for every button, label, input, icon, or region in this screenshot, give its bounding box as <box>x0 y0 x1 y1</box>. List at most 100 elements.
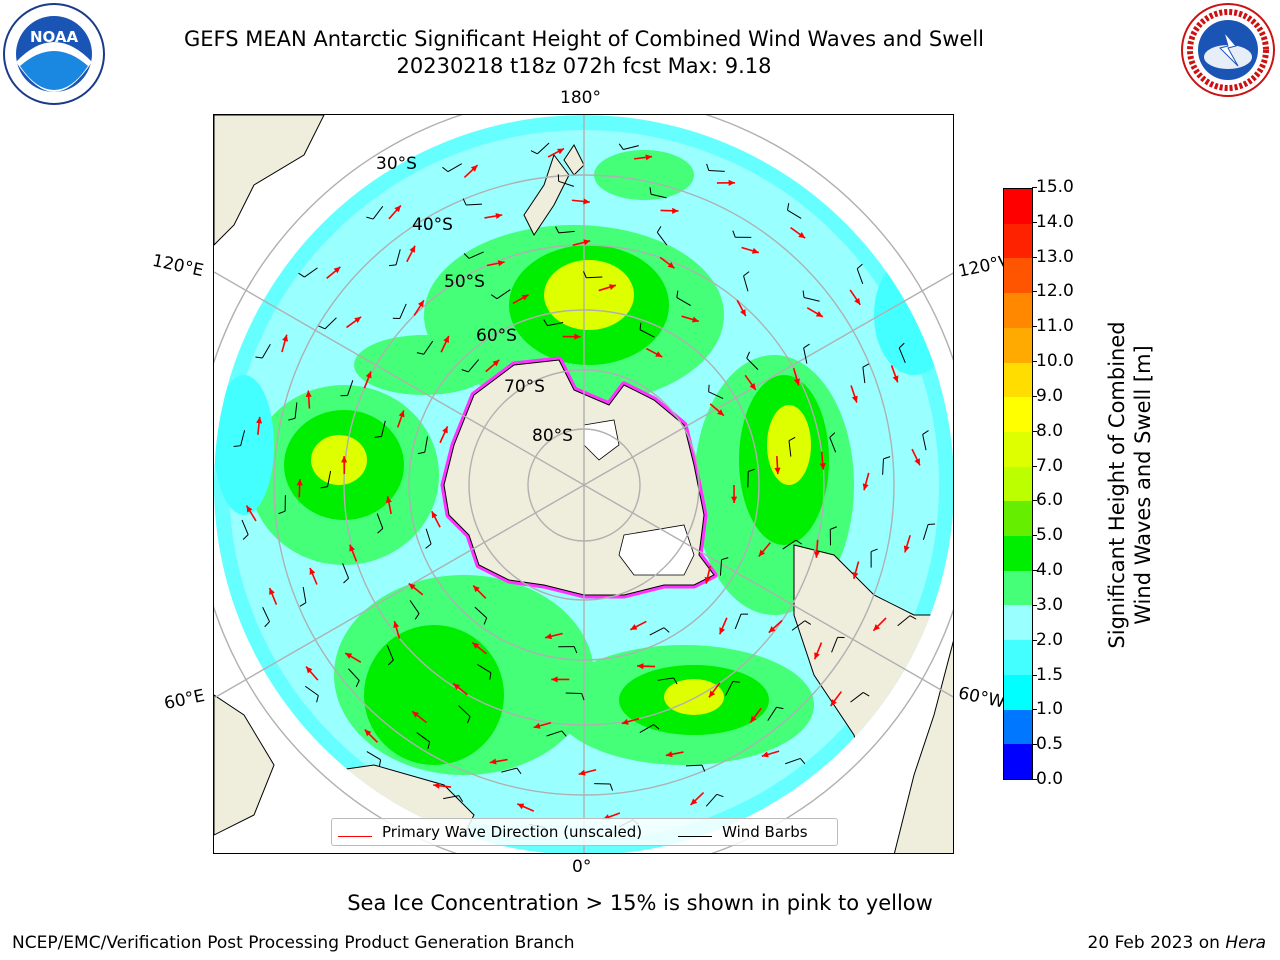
wave-arrow-head <box>873 624 880 631</box>
wind-barb <box>466 203 483 206</box>
wind-barb <box>922 434 927 451</box>
wave-arrow-head <box>717 409 724 416</box>
wind-barb-flag <box>458 795 464 802</box>
wind-barb-flag <box>856 263 863 270</box>
wave-arrow-head <box>345 653 353 659</box>
wind-barb-flag <box>870 548 878 553</box>
wind-barb-flag <box>609 783 614 791</box>
wind-barb <box>862 367 866 384</box>
wave-arrow-head <box>704 576 711 584</box>
wave-arrow-head <box>719 627 725 635</box>
wind-barb <box>467 359 480 373</box>
wave-height-field <box>214 115 953 853</box>
noaa-logo-text: NOAA <box>30 28 79 46</box>
wind-barb <box>685 764 702 767</box>
wave-arrow-head <box>365 371 372 379</box>
wave-arrow-head <box>751 247 759 254</box>
wind-barb <box>719 559 723 576</box>
wind-barb <box>650 193 667 199</box>
wind-barb <box>565 692 582 695</box>
wind-barb <box>409 600 420 614</box>
colorbar-label-line2: Wind Waves and Swell [m] <box>1131 345 1155 625</box>
colorbar-segment <box>1004 570 1032 606</box>
wind-barb <box>395 249 401 265</box>
colorbar-tick-label: 11.0 <box>1032 316 1074 337</box>
wind-barb <box>366 751 381 761</box>
wind-barb <box>496 289 511 300</box>
wave-arrow-head <box>691 316 699 323</box>
wind-barb-flag <box>489 672 492 680</box>
wind-barb-flag <box>928 523 936 526</box>
wave-arrow-head <box>758 549 766 557</box>
wind-barb-flag <box>618 143 624 150</box>
wind-barb <box>304 267 318 278</box>
colorbar-tick-label: 13.0 <box>1032 246 1074 267</box>
wind-barb <box>386 645 394 661</box>
wind-barb <box>639 724 654 734</box>
colorbar <box>1003 188 1033 780</box>
wind-barb <box>656 232 668 246</box>
wind-barb <box>649 627 665 636</box>
wave-arrow-head <box>472 642 480 649</box>
wind-barb-flag <box>543 319 548 326</box>
wind-barb <box>831 637 838 653</box>
noaa-logo: NOAA <box>2 2 106 110</box>
wave-arrow-head <box>521 294 529 301</box>
wind-barb-flag <box>355 680 360 688</box>
wave-arrow-head <box>813 551 820 558</box>
wind-barb-flag <box>862 692 870 697</box>
wave-arrow-head <box>533 722 541 729</box>
wave-arrow-head <box>305 666 313 674</box>
wind-barb-flag <box>716 793 724 798</box>
sea-ice-note: Sea Ice Concentration > 15% is shown in … <box>347 891 933 915</box>
wind-barb <box>399 303 407 319</box>
wind-barb <box>746 357 759 370</box>
wind-barb-flag <box>582 271 587 278</box>
wind-barb <box>416 732 430 743</box>
legend-wind-entry: Wind Barbs <box>642 823 808 841</box>
wind-barb-flag <box>299 602 307 607</box>
wind-barb-flag <box>298 272 305 278</box>
wave-arrow-head <box>665 751 673 758</box>
wave-arrow-head <box>333 266 341 274</box>
lon-label-60e: 60°E <box>162 685 207 715</box>
wave-arrow-head <box>672 207 679 214</box>
colorbar-segment <box>1004 674 1032 710</box>
wave-arrow-head <box>814 652 820 660</box>
wave-arrow-head <box>269 587 275 595</box>
wind-barb <box>558 230 575 234</box>
wave-arrow-head <box>830 699 837 707</box>
wind-barb-flag <box>732 680 740 683</box>
wind-barb-flag <box>378 759 382 767</box>
wave-arrow-head <box>583 198 590 205</box>
wind-barb <box>897 615 911 627</box>
wave-arrow-head <box>645 154 653 161</box>
wave-arrow-head <box>854 297 861 305</box>
legend-wind-label: Wind Barbs <box>722 823 808 841</box>
colorbar-tick-label: 1.5 <box>1031 664 1064 685</box>
colorbar-segment <box>1004 431 1032 467</box>
wind-barb-flag <box>581 693 585 701</box>
colorbar-tick-label: 4.0 <box>1031 560 1064 581</box>
wind-barb-flag <box>804 620 812 625</box>
wind-barb-flag <box>387 659 394 666</box>
wind-barb <box>782 539 797 550</box>
wave-arrow-head <box>655 351 663 357</box>
colorbar-segment <box>1004 188 1032 224</box>
wind-barb <box>791 620 806 631</box>
wind-barb <box>623 145 639 151</box>
wave-arrow-head <box>728 179 735 186</box>
wind-barb-flag <box>377 528 384 534</box>
wind-barb-flag <box>417 451 425 455</box>
wind-barb <box>743 275 749 292</box>
wave-arrow-head <box>453 683 461 690</box>
wave-arrow-head <box>349 544 355 552</box>
wind-barb <box>547 322 564 327</box>
colorbar-tick-label: 6.0 <box>1031 490 1064 511</box>
wind-barb <box>676 297 691 306</box>
wind-barb <box>558 180 574 187</box>
wave-arrow-head <box>914 458 920 466</box>
wind-barb <box>787 209 802 219</box>
chart-title: GEFS MEAN Antarctic Significant Height o… <box>183 27 985 51</box>
lat-label-80s: 80°S <box>532 426 573 446</box>
